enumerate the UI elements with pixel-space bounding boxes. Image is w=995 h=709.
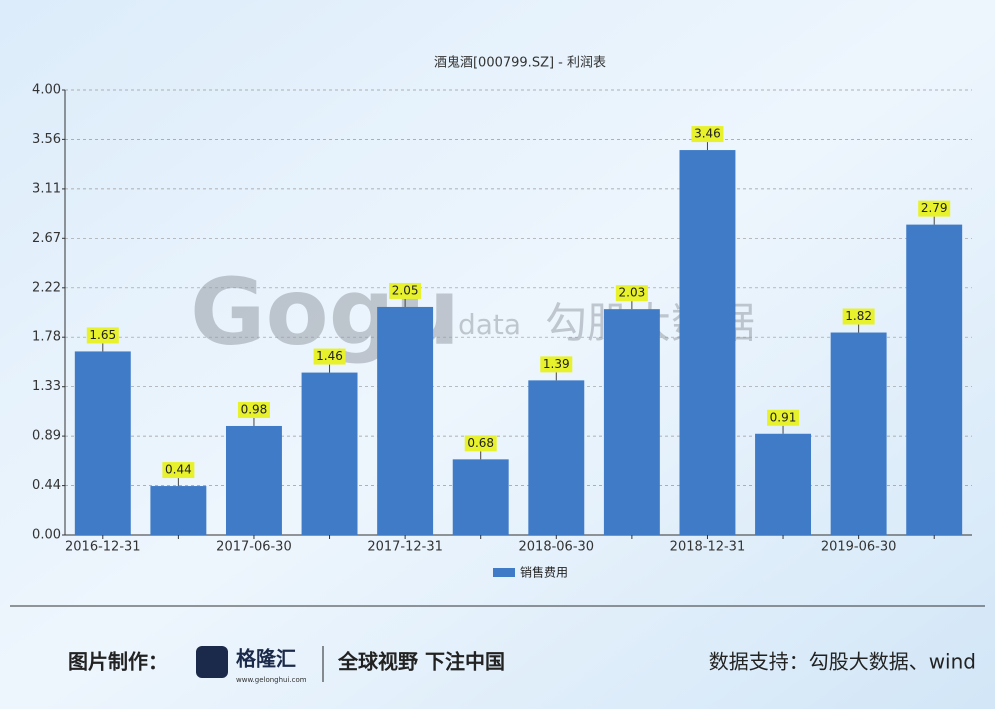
- value-label-bg: [237, 401, 270, 418]
- value-label-bg: [767, 409, 800, 426]
- value-label-bg: [540, 356, 573, 373]
- value-label-bg: [918, 200, 951, 217]
- x-tick-label: 2018-06-30: [519, 540, 595, 555]
- y-tick-label: 0.89: [32, 429, 61, 444]
- y-tick-label: 1.33: [32, 379, 61, 394]
- legend-label: 销售费用: [520, 565, 568, 580]
- value-label: 3.46: [694, 127, 721, 141]
- y-tick-label: 0.44: [32, 478, 61, 493]
- x-tick-label: 2016-12-31: [65, 540, 141, 555]
- bar: [679, 150, 736, 535]
- value-label: 1.46: [316, 349, 343, 363]
- bar: [74, 351, 131, 535]
- bar: [301, 372, 358, 535]
- legend-swatch: [493, 568, 515, 577]
- footer-brand: 格隆汇: [236, 647, 296, 671]
- value-label: 2.03: [619, 286, 646, 300]
- value-label-bg: [313, 348, 346, 365]
- bar: [603, 309, 660, 535]
- value-label-bg: [615, 285, 648, 302]
- value-label: 2.79: [921, 201, 948, 215]
- value-label: 1.82: [845, 309, 872, 323]
- y-tick-label: 3.56: [32, 132, 61, 147]
- bar: [452, 459, 509, 535]
- value-label-bg: [464, 435, 497, 452]
- value-label-bg: [389, 282, 422, 299]
- x-tick-label: 2017-06-30: [216, 540, 292, 555]
- bar: [225, 425, 282, 535]
- bar: [150, 486, 207, 535]
- bar: [528, 380, 585, 535]
- footer-url: www.gelonghui.com: [236, 676, 307, 684]
- value-label: 1.65: [89, 328, 116, 342]
- value-label: 0.44: [165, 463, 192, 477]
- value-label: 0.91: [770, 410, 797, 424]
- value-label: 0.68: [467, 436, 494, 450]
- value-label: 0.98: [241, 402, 268, 416]
- footer-source: 数据支持：勾股大数据、wind: [709, 650, 976, 674]
- bar: [377, 306, 434, 535]
- x-tick-label: 2017-12-31: [367, 540, 443, 555]
- bar: [755, 433, 812, 535]
- bar: [906, 224, 963, 536]
- chart-title: 酒鬼酒[000799.SZ] - 利润表: [434, 55, 606, 71]
- y-tick-label: 3.11: [32, 181, 61, 196]
- x-tick-label: 2019-06-30: [821, 540, 897, 555]
- y-tick-label: 0.00: [32, 528, 61, 543]
- y-tick-label: 4.00: [32, 83, 61, 98]
- value-label-bg: [86, 327, 119, 344]
- x-tick-label: 2018-12-31: [670, 540, 746, 555]
- footer-made-by: 图片制作：: [68, 650, 168, 674]
- y-tick-label: 1.78: [32, 330, 61, 345]
- bar: [830, 332, 887, 535]
- value-label-bg: [842, 308, 875, 325]
- y-tick-label: 2.22: [32, 280, 61, 295]
- value-label: 1.39: [543, 357, 570, 371]
- value-label: 2.05: [392, 283, 419, 297]
- watermark-sub: data: [458, 308, 521, 341]
- y-tick-label: 2.67: [32, 231, 61, 246]
- value-label-bg: [162, 462, 195, 479]
- footer-slogan: 全球视野 下注中国: [337, 650, 505, 674]
- brand-logo: [196, 646, 228, 678]
- value-label-bg: [691, 126, 724, 143]
